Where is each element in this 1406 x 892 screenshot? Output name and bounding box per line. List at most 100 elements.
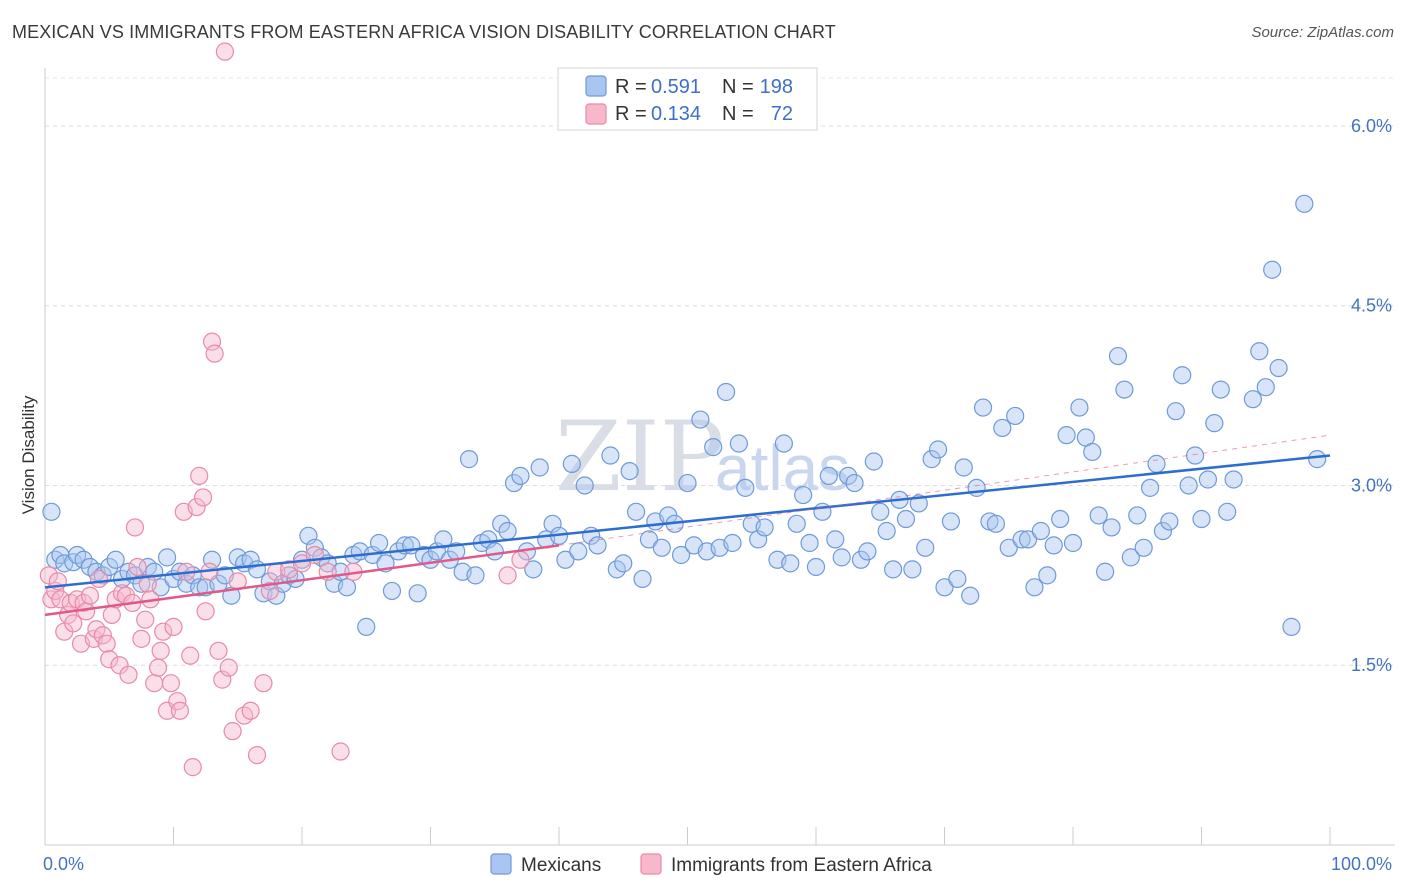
data-point <box>1160 512 1179 531</box>
data-point <box>1121 548 1140 567</box>
data-point <box>620 461 639 481</box>
x-tick-label: 0.0% <box>43 854 84 874</box>
data-point <box>498 521 517 541</box>
data-point <box>1031 521 1050 541</box>
data-point <box>973 398 993 417</box>
data-point <box>588 536 607 555</box>
y-tick-label: 6.0% <box>1351 116 1392 136</box>
data-point <box>903 560 922 579</box>
bottom-legend-swatch-mexicans <box>490 853 512 875</box>
data-point <box>723 533 742 553</box>
data-point <box>819 466 838 485</box>
data-point <box>370 533 389 553</box>
data-point <box>883 560 903 579</box>
legend-n-label-mexicans: N = <box>722 76 754 98</box>
data-point <box>1166 402 1185 421</box>
data-point <box>1192 509 1211 529</box>
data-point <box>138 574 157 593</box>
data-point <box>858 542 877 561</box>
data-point <box>961 586 980 605</box>
data-point <box>1128 506 1147 525</box>
data-point <box>1006 406 1025 426</box>
data-point <box>1147 454 1166 473</box>
data-point <box>1211 380 1230 399</box>
data-point <box>97 634 116 653</box>
data-point <box>183 758 202 777</box>
x-tick-labels: 0.0% 100.0% <box>43 854 1392 874</box>
data-point <box>504 473 524 493</box>
legend-swatch-mexicans <box>585 75 607 97</box>
data-point <box>928 440 948 459</box>
data-point <box>806 557 826 577</box>
data-point <box>1282 617 1301 636</box>
data-point <box>151 641 170 660</box>
data-point <box>794 485 813 505</box>
data-point <box>562 454 581 473</box>
legend-r-value-eastern-africa: 0.134 <box>651 103 701 125</box>
data-point <box>80 586 100 605</box>
data-point <box>485 542 504 561</box>
data-point <box>524 560 543 579</box>
data-point <box>215 42 234 61</box>
data-point <box>954 458 973 477</box>
data-point <box>1089 506 1108 525</box>
legend-n-value-eastern-africa: 72 <box>771 103 793 125</box>
data-point <box>787 514 806 533</box>
data-point <box>986 514 1006 533</box>
y-tick-labels: 1.5% 3.0% 4.5% 6.0% <box>1351 116 1392 675</box>
data-point <box>935 578 954 597</box>
data-point <box>530 458 549 477</box>
data-point <box>1057 426 1076 445</box>
trend-line-mexicans <box>44 454 1331 589</box>
data-point <box>190 578 209 597</box>
chart-title: MEXICAN VS IMMIGRANTS FROM EASTERN AFRIC… <box>12 22 836 42</box>
data-point <box>247 560 267 579</box>
data-point <box>1102 518 1121 537</box>
data-point <box>569 542 588 561</box>
data-point <box>148 658 168 677</box>
data-point <box>132 574 151 593</box>
data-point <box>1295 194 1314 213</box>
data-point <box>196 602 215 621</box>
data-point <box>1108 346 1128 366</box>
data-point <box>1063 533 1083 553</box>
data-point <box>39 566 58 585</box>
legend-r-value-mexicans: 0.591 <box>651 76 701 98</box>
data-point <box>164 617 183 636</box>
data-point <box>154 622 173 641</box>
legend-r-label-mexicans: R = <box>615 76 647 98</box>
data-point <box>292 554 312 573</box>
data-point <box>1025 578 1044 597</box>
data-point <box>826 530 845 549</box>
y-axis-label: Vision Disability <box>19 395 38 514</box>
data-point <box>337 578 357 597</box>
data-point <box>864 452 883 471</box>
data-point <box>459 450 479 469</box>
y-tick-label: 4.5% <box>1351 296 1392 316</box>
data-point <box>671 545 691 565</box>
axes <box>44 68 1395 846</box>
data-point <box>1044 536 1063 555</box>
data-point <box>161 674 181 693</box>
data-point <box>100 557 119 577</box>
data-point <box>1218 502 1237 521</box>
bottom-legend-label-eastern-africa: Immigrants from Eastern Africa <box>671 855 932 876</box>
trend-lines <box>44 434 1331 617</box>
data-point <box>89 569 109 589</box>
data-point <box>601 446 620 465</box>
data-point <box>1134 538 1153 557</box>
data-point <box>145 674 164 693</box>
data-point <box>736 478 755 497</box>
data-point <box>678 473 697 493</box>
data-point <box>202 332 222 351</box>
data-point <box>187 497 206 517</box>
data-point <box>511 550 530 569</box>
data-point <box>575 476 594 495</box>
data-point <box>626 502 646 521</box>
data-point <box>1243 390 1263 409</box>
grid-lines <box>45 77 1395 666</box>
data-point <box>202 550 222 569</box>
data-point <box>993 418 1012 438</box>
data-point <box>716 382 736 402</box>
